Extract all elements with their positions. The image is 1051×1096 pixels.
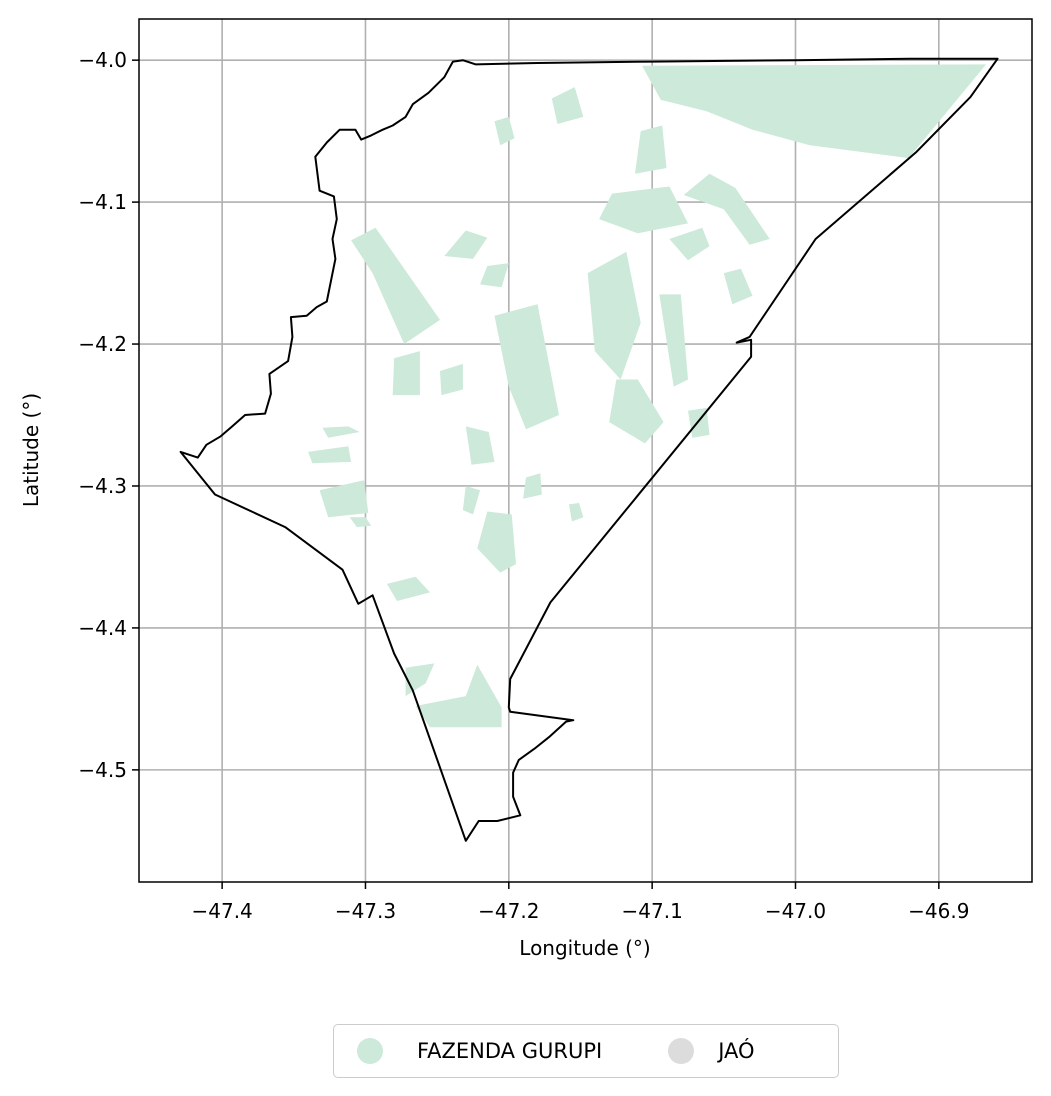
fazenda-gurupi-area-16 bbox=[609, 379, 664, 444]
fazenda-gurupi-area-5 bbox=[683, 173, 770, 245]
fazenda-gurupi-area-27 bbox=[387, 576, 430, 601]
fazenda-gurupi-area-8 bbox=[351, 227, 440, 344]
fazenda-gurupi-area-11 bbox=[587, 251, 641, 380]
y-tick-label-3: −4.3 bbox=[78, 474, 127, 498]
fazenda-gurupi-area-0 bbox=[642, 64, 987, 159]
fazenda-gurupi-area-28 bbox=[405, 663, 435, 697]
y-tick-label-5: −4.5 bbox=[78, 758, 127, 782]
y-axis-ticks: −4.0 −4.1 −4.2 −4.3 −4.4 −4.5 bbox=[78, 48, 139, 782]
municipality-boundary bbox=[179, 57, 999, 842]
fazenda-gurupi-area-3 bbox=[494, 116, 515, 146]
fazenda-gurupi-areas bbox=[308, 64, 987, 728]
x-tick-label-4: −47.0 bbox=[765, 899, 826, 923]
x-tick-label-5: −46.9 bbox=[908, 899, 969, 923]
y-tick-label-1: −4.1 bbox=[78, 190, 127, 214]
legend-label-jao: JAÓ bbox=[718, 1039, 755, 1063]
fazenda-gurupi-area-20 bbox=[308, 446, 352, 464]
legend-marker-jao bbox=[668, 1038, 695, 1064]
y-tick-label-2: −4.2 bbox=[78, 332, 127, 356]
fazenda-gurupi-area-14 bbox=[440, 363, 463, 396]
fazenda-gurupi-area-13 bbox=[392, 351, 420, 396]
legend-entry-fazenda-gurupi: FAZENDA GURUPI bbox=[357, 1038, 602, 1064]
plot-frame bbox=[138, 18, 1033, 883]
fazenda-gurupi-area-25 bbox=[523, 473, 542, 499]
x-tick-label-0: −47.4 bbox=[191, 899, 252, 923]
y-tick-label-4: −4.4 bbox=[78, 616, 127, 640]
fazenda-gurupi-area-6 bbox=[669, 227, 710, 261]
fazenda-gurupi-area-10 bbox=[480, 263, 509, 288]
fazenda-gurupi-area-29 bbox=[415, 664, 502, 728]
x-tick-label-3: −47.1 bbox=[622, 899, 683, 923]
y-tick-label-0: −4.0 bbox=[78, 48, 127, 72]
fazenda-gurupi-area-21 bbox=[319, 480, 369, 518]
fazenda-gurupi-area-23 bbox=[462, 486, 481, 515]
fazenda-gurupi-area-15 bbox=[494, 304, 559, 430]
fazenda-gurupi-area-4 bbox=[599, 186, 688, 234]
legend-marker-fazenda-gurupi bbox=[357, 1038, 383, 1064]
fazenda-gurupi-area-1 bbox=[635, 125, 667, 174]
x-tick-label-2: −47.2 bbox=[478, 899, 539, 923]
x-axis-ticks: −47.4 −47.3 −47.2 −47.1 −47.0 −46.9 bbox=[191, 882, 969, 923]
x-tick-label-1: −47.3 bbox=[335, 899, 396, 923]
legend-label-fazenda-gurupi: FAZENDA GURUPI bbox=[417, 1039, 603, 1063]
fazenda-gurupi-area-18 bbox=[465, 426, 495, 465]
y-axis-title: Latitude (°) bbox=[19, 393, 43, 507]
fazenda-gurupi-area-22 bbox=[349, 517, 372, 528]
fazenda-gurupi-area-26 bbox=[569, 503, 584, 522]
x-axis-title: Longitude (°) bbox=[519, 936, 650, 960]
fazenda-gurupi-area-7 bbox=[723, 268, 753, 305]
legend: FAZENDA GURUPI JAÓ bbox=[333, 1024, 839, 1078]
fazenda-gurupi-area-19 bbox=[322, 426, 360, 438]
fazenda-gurupi-area-9 bbox=[444, 230, 488, 259]
fazenda-gurupi-area-12 bbox=[659, 294, 688, 387]
fazenda-gurupi-area-2 bbox=[551, 87, 584, 124]
grid-lines bbox=[139, 19, 1032, 882]
fazenda-gurupi-area-24 bbox=[477, 511, 516, 573]
legend-entry-jao: JAÓ bbox=[668, 1038, 755, 1064]
